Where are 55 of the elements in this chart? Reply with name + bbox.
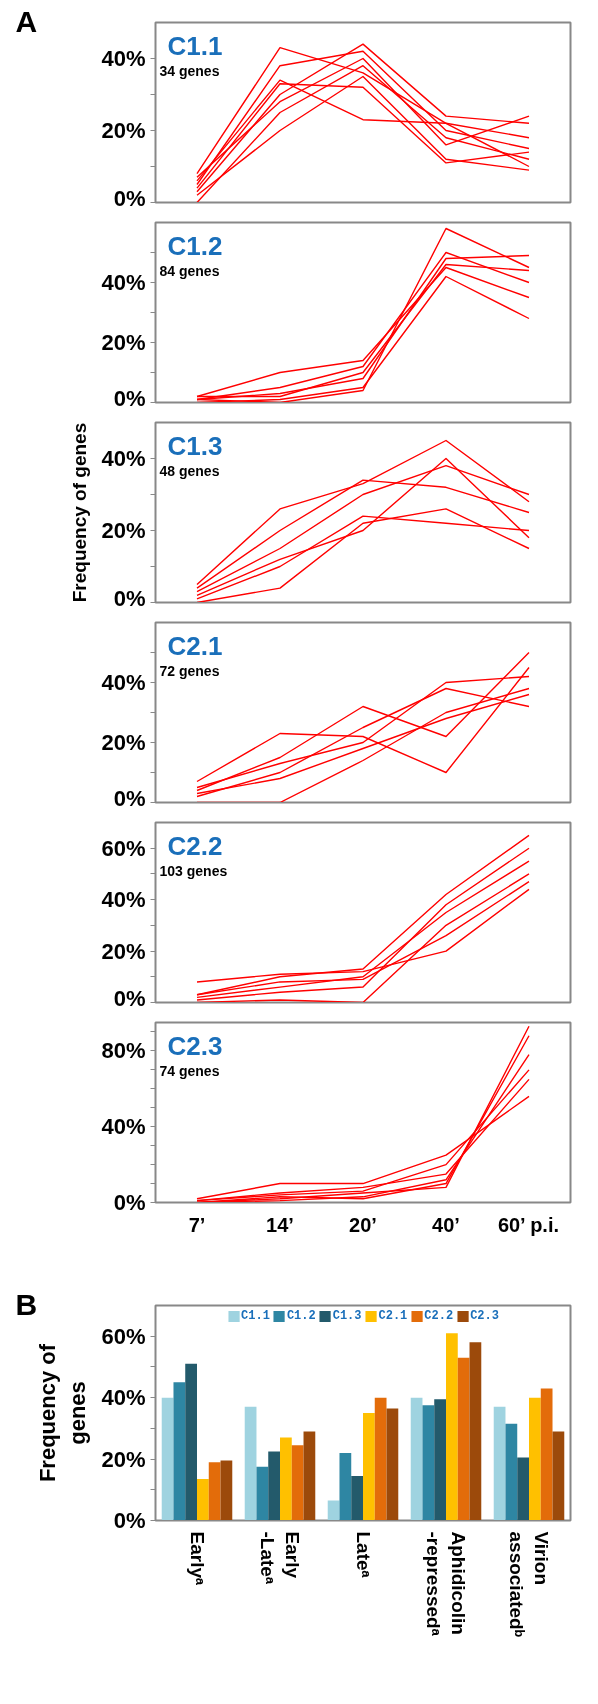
- x-tick-label: Early -Lateᵃ: [256, 1531, 304, 1585]
- legend-label: C1.3: [332, 1309, 362, 1323]
- chart-title: C2.3: [167, 1030, 223, 1061]
- y-tick-label: 0%: [113, 785, 146, 811]
- y-tick-label: 40%: [101, 446, 146, 471]
- x-tick-label: 14’: [266, 1213, 294, 1236]
- y-tick-label: 40%: [101, 1385, 146, 1411]
- y-tick-label: 80%: [101, 1038, 146, 1064]
- chart-title: C1.3: [167, 430, 223, 461]
- x-tick-label: Earlyᵃ: [186, 1531, 208, 1586]
- chart-title: C1.2: [167, 230, 223, 261]
- text: A: [15, 4, 38, 38]
- x-tick-label: 20’: [349, 1213, 377, 1236]
- text: 84 genes: [159, 262, 220, 279]
- legend-label: C1.1: [241, 1309, 270, 1323]
- chart-title: C1.1: [167, 30, 223, 61]
- text: 48 genes: [159, 462, 220, 479]
- x-tick-label: 40’: [432, 1213, 460, 1236]
- y-tick-label: 0%: [113, 1508, 146, 1533]
- chart-title: C2.1: [167, 630, 223, 661]
- y-axis-title: Frequency of genes: [35, 1343, 91, 1483]
- text: 72 genes: [159, 662, 220, 679]
- chart-title: C2.2: [167, 830, 223, 861]
- text: B: [15, 1287, 38, 1321]
- x-tick-label: Lateᵃ: [352, 1531, 374, 1579]
- text: 74 genes: [159, 1062, 220, 1079]
- y-tick-label: 20%: [101, 938, 146, 964]
- y-tick-label: 20%: [101, 118, 146, 143]
- legend-label: C1.2: [286, 1309, 316, 1323]
- y-tick-label: 60%: [101, 1323, 146, 1349]
- text: 103 genes: [159, 862, 228, 879]
- legend-label: C2.1: [378, 1309, 408, 1323]
- text: 34 genes: [159, 62, 220, 79]
- y-tick-label: 40%: [101, 1114, 146, 1140]
- legend-label: C2.2: [424, 1309, 454, 1323]
- y-tick-label: 0%: [113, 185, 146, 211]
- y-tick-label: 60%: [101, 835, 146, 861]
- y-tick-label: 40%: [101, 670, 146, 695]
- y-tick-label: 20%: [101, 1446, 146, 1472]
- y-tick-label: 40%: [101, 887, 146, 913]
- y-tick-label: 0%: [113, 385, 146, 411]
- y-tick-label: 0%: [113, 1190, 146, 1215]
- x-tick-label: 7’: [188, 1213, 206, 1236]
- x-tick-label: Virion associatedᵇ: [505, 1531, 553, 1638]
- y-tick-label: 0%: [113, 985, 146, 1011]
- y-tick-label: 20%: [101, 730, 146, 755]
- x-tick-label: Aphidicolin -repressedᵃ: [422, 1531, 470, 1637]
- x-tick-label: 60’ p.i.: [497, 1213, 560, 1236]
- legend-label: C2.3: [470, 1309, 499, 1323]
- y-tick-label: 0%: [113, 585, 146, 611]
- y-tick-label: 20%: [101, 518, 146, 543]
- y-tick-label: 40%: [101, 46, 146, 71]
- y-tick-label: 40%: [101, 270, 146, 295]
- y-axis-title: Frequency of genes: [69, 422, 91, 603]
- y-tick-label: 20%: [101, 330, 146, 355]
